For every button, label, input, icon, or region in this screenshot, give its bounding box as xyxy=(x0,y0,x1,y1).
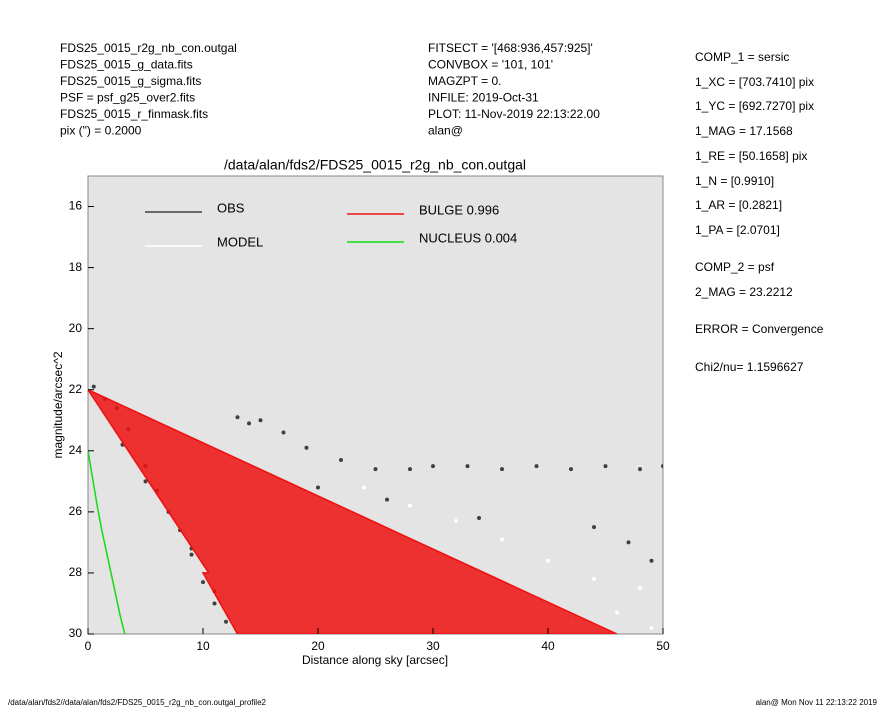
model-line xyxy=(88,450,126,634)
data-point xyxy=(91,384,96,389)
footer-left: /data/alan/fds2//data/alan/fds2/FDS25_00… xyxy=(8,698,267,707)
data-point xyxy=(592,577,596,582)
data-point xyxy=(189,552,194,557)
data-point xyxy=(373,467,378,472)
data-point xyxy=(477,515,481,520)
plot-area xyxy=(88,384,663,634)
x-tick-label: 20 xyxy=(311,639,325,653)
data-point xyxy=(454,519,458,524)
header-line: MAGZPT = 0. xyxy=(428,74,501,88)
fit-parameter: 1_XC = [703.7410] pix xyxy=(695,75,814,89)
fit-parameter: COMP_1 = sersic xyxy=(695,50,789,64)
x-tick-label: 50 xyxy=(656,639,670,653)
data-point xyxy=(569,467,573,472)
x-tick-label: 10 xyxy=(196,639,210,653)
data-point xyxy=(212,601,217,606)
x-tick-label: 40 xyxy=(541,639,555,653)
legend-label: BULGE 0.996 xyxy=(419,202,499,217)
data-point xyxy=(316,485,320,490)
y-tick-label: 30 xyxy=(69,626,83,640)
data-point xyxy=(638,586,642,591)
y-tick-label: 22 xyxy=(69,382,83,396)
data-point xyxy=(408,467,412,472)
footer-right: alan@ Mon Nov 11 22:13:22 2019 xyxy=(756,698,878,707)
x-tick-label: 30 xyxy=(426,639,440,653)
data-point xyxy=(339,457,343,462)
data-point xyxy=(649,558,654,563)
header-line: CONVBOX = '101, 101' xyxy=(428,58,553,72)
data-point xyxy=(431,464,435,469)
data-point xyxy=(304,445,309,450)
header-line: alan@ xyxy=(428,124,463,138)
data-point xyxy=(649,625,654,630)
y-tick-label: 18 xyxy=(69,260,83,274)
header-line: pix (") = 0.2000 xyxy=(60,124,142,138)
fit-parameter: 1_YC = [692.7270] pix xyxy=(695,99,814,113)
header-line: INFILE: 2019-Oct-31 xyxy=(428,91,539,105)
header-line: FDS25_0015_r2g_nb_con.outgal xyxy=(60,41,237,55)
header-line: FDS25_0015_g_sigma.fits xyxy=(60,74,201,88)
header-line: PSF = psf_g25_over2.fits xyxy=(60,91,195,105)
data-point xyxy=(534,464,539,469)
fit-parameter: COMP_2 = psf xyxy=(695,260,775,274)
data-point xyxy=(465,464,470,469)
y-axis-label: magnitude/arcsec^2 xyxy=(51,351,65,458)
fit-parameter: 2_MAG = 23.2212 xyxy=(695,285,793,299)
chart-title: /data/alan/fds2/FDS25_0015_r2g_nb_con.ou… xyxy=(224,157,526,173)
data-point xyxy=(408,503,412,508)
model-area xyxy=(88,388,618,634)
data-point xyxy=(615,610,619,615)
data-point xyxy=(235,415,240,420)
legend-label: OBS xyxy=(217,200,245,215)
data-point xyxy=(661,464,663,469)
y-tick-label: 28 xyxy=(69,565,83,579)
header-line: FITSECT = '[468:936,457:925]' xyxy=(428,41,593,55)
data-point xyxy=(224,619,228,624)
x-axis-label: Distance along sky [arcsec] xyxy=(302,653,448,667)
data-point xyxy=(638,467,642,472)
data-point xyxy=(247,421,251,426)
data-point xyxy=(201,580,205,585)
fit-parameter: 1_RE = [50.1658] pix xyxy=(695,149,807,163)
fit-parameter: Chi2/nu= 1.1596627 xyxy=(695,360,804,374)
fit-parameter: 1_AR = [0.2821] xyxy=(695,198,782,212)
header-line: FDS25_0015_r_finmask.fits xyxy=(60,107,208,121)
data-point xyxy=(258,418,263,423)
y-tick-label: 16 xyxy=(69,199,83,213)
legend-label: NUCLEUS 0.004 xyxy=(419,230,517,245)
data-point xyxy=(500,537,504,542)
y-tick-label: 26 xyxy=(69,504,83,518)
fit-parameter: 1_PA = [2.0701] xyxy=(695,223,780,237)
y-tick-label: 24 xyxy=(69,443,83,457)
data-point xyxy=(626,540,631,545)
data-point xyxy=(281,430,286,435)
data-point xyxy=(500,467,504,472)
header-line: PLOT: 11-Nov-2019 22:13:22.00 xyxy=(428,107,600,121)
legend-label: MODEL xyxy=(217,234,263,249)
fit-parameter: ERROR = Convergence xyxy=(695,322,824,336)
data-point xyxy=(143,479,148,484)
data-point xyxy=(603,464,608,469)
data-point xyxy=(385,497,389,502)
header-line: FDS25_0015_g_data.fits xyxy=(60,58,193,72)
fit-parameter: 1_N = [0.9910] xyxy=(695,174,774,188)
data-point xyxy=(592,525,596,530)
data-point xyxy=(546,558,550,563)
y-tick-label: 20 xyxy=(69,321,83,335)
data-point xyxy=(362,485,366,490)
x-tick-label: 0 xyxy=(85,639,92,653)
fit-parameter: 1_MAG = 17.1568 xyxy=(695,124,793,138)
